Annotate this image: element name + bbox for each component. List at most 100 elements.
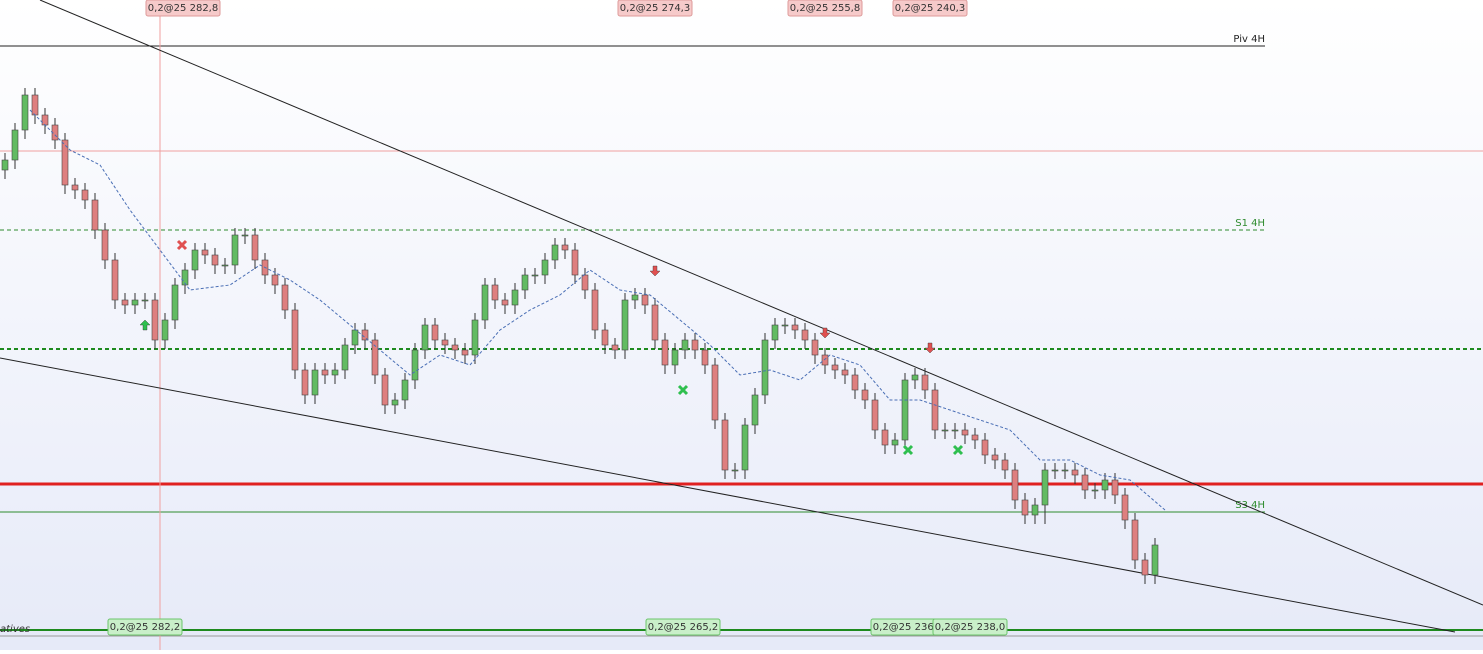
candle-body — [681, 339, 689, 351]
candle-body — [201, 249, 209, 256]
candle-body — [471, 319, 479, 356]
order-text: 0,2@25 240,3 — [895, 3, 965, 14]
candle-body — [791, 324, 799, 331]
trendline — [0, 357, 1456, 633]
candle-body — [891, 439, 899, 446]
order-text: 0,2@25 282,8 — [148, 3, 218, 14]
candle-body — [221, 264, 229, 267]
candle-body — [761, 339, 769, 396]
signal-arrow — [924, 342, 936, 354]
candle-body — [571, 249, 579, 276]
order-text: 0,2@25 236,0 — [873, 622, 943, 633]
candle-body — [151, 299, 159, 341]
candle-body — [1101, 479, 1109, 491]
candle-body — [161, 319, 169, 341]
candle-body — [411, 349, 419, 381]
candle-body — [1111, 479, 1119, 496]
candle-body — [941, 429, 949, 432]
candle-body — [771, 324, 779, 341]
candle-body — [1151, 544, 1159, 576]
candle-body — [621, 299, 629, 351]
order-label: 0,2@25 255,8 — [787, 0, 863, 17]
candle-body — [651, 304, 659, 341]
order-label: 0,2@25 240,3 — [892, 0, 968, 17]
candle-body — [101, 229, 109, 261]
candle-body — [251, 234, 259, 261]
order-text: 0,2@25 265,2 — [648, 622, 718, 633]
trendline — [39, 0, 1483, 606]
candle-body — [181, 269, 189, 286]
candle-body — [521, 274, 529, 291]
candle-body — [501, 299, 509, 306]
signal-arrow — [139, 319, 151, 331]
signal-cross — [677, 384, 689, 396]
candle-body — [751, 394, 759, 426]
candle-body — [911, 374, 919, 381]
candle-body — [81, 189, 89, 201]
candle-body — [301, 369, 309, 396]
order-box — [892, 0, 968, 17]
candle-body — [531, 274, 539, 277]
candle-body — [1141, 559, 1149, 576]
candle-body — [591, 289, 599, 331]
candle-body — [311, 369, 319, 396]
candle-body — [271, 274, 279, 286]
candle-body — [1121, 494, 1129, 521]
candle-body — [1071, 469, 1079, 476]
candle-body — [881, 429, 889, 446]
candle-body — [981, 439, 989, 456]
candle-body — [831, 364, 839, 371]
candle-body — [211, 254, 219, 266]
candle-body — [601, 329, 609, 346]
candle-body — [691, 339, 699, 351]
candle-body — [1041, 469, 1049, 506]
order-box — [617, 0, 693, 17]
candle-body — [231, 234, 239, 266]
candle-body — [481, 284, 489, 321]
signal-arrow — [819, 327, 831, 339]
candle-body — [901, 379, 909, 441]
order-label: 0,2@25 282,2 — [107, 618, 183, 636]
candle-body — [711, 364, 719, 421]
candle-body — [801, 329, 809, 341]
candle-body — [141, 299, 149, 302]
candle-body — [1061, 469, 1069, 472]
candle-body — [1091, 489, 1099, 492]
candle-body — [441, 339, 449, 346]
candle-body — [381, 374, 389, 406]
candle-body — [951, 429, 959, 432]
candle-body — [1081, 474, 1089, 491]
candle-body — [741, 424, 749, 471]
candle-body — [731, 469, 739, 472]
level-label: S1 4H — [1235, 218, 1265, 229]
candle-body — [321, 369, 329, 376]
candle-body — [111, 259, 119, 301]
signal-cross — [176, 239, 188, 251]
candle-body — [561, 244, 569, 251]
candle-body — [281, 284, 289, 311]
candle-body — [851, 374, 859, 391]
signal-arrow — [649, 265, 661, 277]
candle-body — [541, 259, 549, 276]
candle-body — [91, 199, 99, 231]
order-text: 0,2@25 282,2 — [110, 622, 180, 633]
order-box — [145, 0, 221, 17]
candle-body — [551, 244, 559, 261]
candle-body — [671, 349, 679, 366]
candle-body — [1051, 469, 1059, 472]
candle-body — [821, 354, 829, 366]
candle-body — [921, 374, 929, 391]
candle-body — [701, 349, 709, 366]
candle-body — [1, 159, 9, 171]
candle-body — [171, 284, 179, 321]
order-label: 0,2@25 274,3 — [617, 0, 693, 17]
order-label: 0,2@25 282,8 — [145, 0, 221, 17]
candle-body — [781, 324, 789, 327]
candle-body — [991, 454, 999, 461]
candle-body — [431, 324, 439, 341]
candle-body — [71, 184, 79, 191]
candle-body — [131, 299, 139, 306]
candle-body — [331, 369, 339, 376]
